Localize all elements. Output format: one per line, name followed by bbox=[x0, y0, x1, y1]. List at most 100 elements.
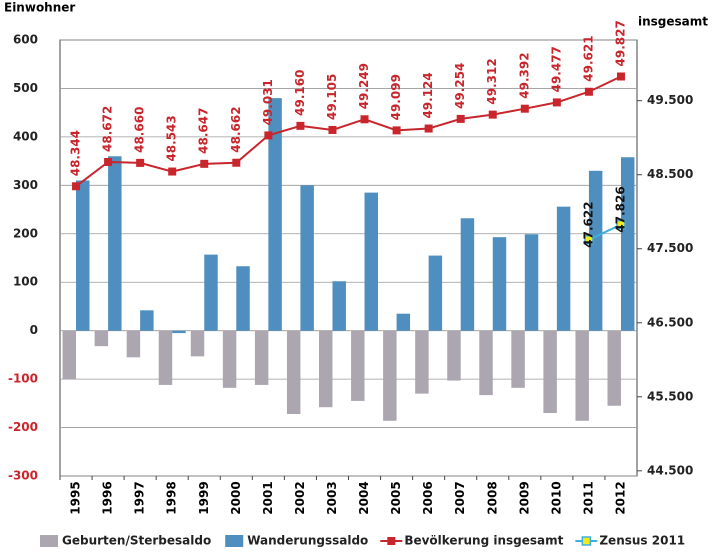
bar bbox=[364, 192, 378, 331]
x-tick-label: 2002 bbox=[293, 481, 307, 514]
marker bbox=[232, 158, 241, 167]
y-tick-label: 300 bbox=[13, 178, 38, 192]
data-label: 48.662 bbox=[229, 106, 243, 152]
y2-tick-label: 46.500 bbox=[647, 315, 693, 329]
bar bbox=[108, 156, 122, 331]
bar bbox=[492, 237, 507, 331]
x-tick-label: 2011 bbox=[581, 481, 595, 514]
bar bbox=[254, 330, 269, 385]
bar bbox=[236, 266, 250, 331]
marker bbox=[328, 125, 337, 134]
data-label: 47.826 bbox=[613, 186, 627, 232]
marker bbox=[392, 126, 401, 135]
bar bbox=[511, 330, 525, 388]
data-label: 49.312 bbox=[485, 58, 499, 104]
x-tick-label: 1996 bbox=[101, 481, 115, 514]
marker bbox=[264, 131, 273, 140]
y-tick-label: 400 bbox=[13, 129, 38, 143]
x-tick-label: 2005 bbox=[389, 481, 403, 514]
data-label: 49.099 bbox=[389, 74, 403, 120]
legend-marker bbox=[387, 537, 396, 545]
bar bbox=[556, 206, 571, 331]
legend-label: Geburten/Sterbesaldo bbox=[62, 534, 211, 548]
bar bbox=[415, 330, 429, 394]
marker bbox=[552, 98, 561, 107]
x-tick-label: 2004 bbox=[357, 481, 371, 514]
bar bbox=[158, 330, 173, 385]
x-tick-label: 2007 bbox=[453, 481, 467, 514]
bar bbox=[428, 255, 443, 331]
x-tick-label: 2008 bbox=[485, 481, 499, 514]
legend-marker bbox=[581, 536, 592, 546]
bar bbox=[588, 170, 603, 331]
x-tick-label: 2001 bbox=[261, 481, 275, 514]
marker bbox=[520, 104, 529, 113]
bar bbox=[286, 330, 301, 414]
legend-swatch bbox=[40, 535, 58, 547]
marker bbox=[584, 234, 594, 245]
y2-tick-label: 47.500 bbox=[647, 241, 693, 255]
bar bbox=[460, 218, 475, 331]
data-label: 48.660 bbox=[133, 107, 147, 153]
y2-tick-label: 49.500 bbox=[647, 93, 693, 107]
x-tick-label: 2009 bbox=[517, 481, 531, 514]
x-tick-label: 1998 bbox=[165, 481, 179, 514]
bar bbox=[351, 330, 365, 401]
x-tick-label: 1999 bbox=[197, 481, 211, 514]
marker bbox=[616, 219, 626, 230]
x-tick-label: 2000 bbox=[229, 481, 243, 514]
marker bbox=[104, 157, 113, 166]
marker bbox=[72, 182, 81, 191]
bar bbox=[396, 313, 411, 331]
y-tick-label: 100 bbox=[13, 275, 38, 289]
bar bbox=[543, 330, 557, 414]
x-tick-label: 2006 bbox=[421, 481, 435, 514]
bar bbox=[94, 330, 109, 347]
bar bbox=[319, 330, 333, 408]
data-label: 48.344 bbox=[69, 130, 83, 176]
y2-tick-label: 45.500 bbox=[647, 389, 693, 403]
x-tick-label: 2010 bbox=[549, 481, 563, 514]
y2-tick-label: 44.500 bbox=[647, 463, 693, 477]
marker bbox=[136, 158, 145, 167]
bar bbox=[76, 180, 90, 331]
y-tick-label: -300 bbox=[8, 469, 38, 483]
bar bbox=[140, 310, 154, 331]
data-label: 47.622 bbox=[581, 201, 595, 247]
marker bbox=[584, 87, 593, 96]
bar bbox=[607, 330, 621, 406]
marker bbox=[456, 114, 465, 123]
data-label: 48.543 bbox=[165, 115, 179, 161]
bar bbox=[300, 185, 314, 331]
x-tick-label: 1995 bbox=[69, 481, 83, 514]
y2-tick-label: 48.500 bbox=[647, 167, 693, 181]
y2-axis-label: insgesamt bbox=[638, 15, 708, 29]
y-axis-label: Einwohner bbox=[4, 1, 75, 15]
bar bbox=[126, 330, 141, 358]
bar bbox=[204, 254, 218, 331]
bar bbox=[190, 330, 205, 357]
data-label: 49.031 bbox=[261, 79, 275, 125]
bar bbox=[447, 330, 461, 381]
data-label: 49.477 bbox=[549, 46, 563, 92]
data-label: 49.160 bbox=[293, 70, 307, 116]
data-label: 48.647 bbox=[197, 108, 211, 154]
marker bbox=[360, 115, 369, 124]
bar bbox=[524, 234, 539, 331]
marker bbox=[424, 124, 433, 133]
data-label: 49.392 bbox=[517, 52, 531, 98]
bar bbox=[479, 330, 493, 396]
data-label: 49.621 bbox=[581, 35, 595, 81]
line bbox=[75, 75, 622, 188]
data-label: 49.827 bbox=[613, 20, 627, 66]
legend-label: Bevölkerung insgesamt bbox=[404, 534, 563, 548]
data-label: 49.124 bbox=[421, 72, 435, 118]
bar bbox=[62, 330, 77, 380]
marker bbox=[488, 110, 497, 119]
marker bbox=[616, 72, 625, 81]
y-tick-label: 600 bbox=[13, 33, 38, 47]
legend-label: Wanderungssaldo bbox=[247, 534, 368, 548]
legend-swatch bbox=[225, 535, 244, 547]
legend-label: Zensus 2011 bbox=[599, 534, 685, 548]
